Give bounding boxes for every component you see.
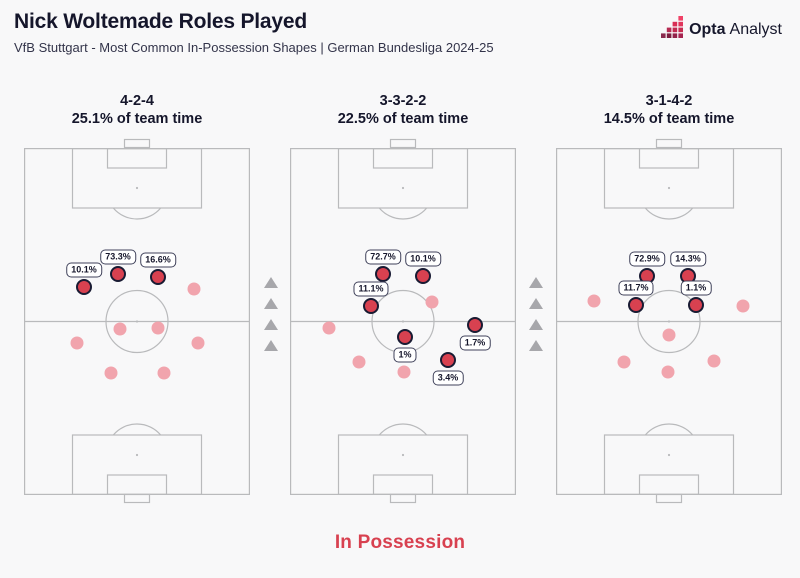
position-percentage-label: 73.3% — [100, 249, 136, 265]
woltemade-position-dot — [150, 269, 166, 285]
woltemade-position-dot — [397, 329, 413, 345]
logo-wordmark: Opta Analyst — [689, 21, 782, 39]
woltemade-position-dot — [628, 297, 644, 313]
pitch-diagram-3: 72.9% 14.3% 11.7% 1.1% — [556, 138, 783, 504]
teammate-position-dot — [397, 365, 411, 379]
position-percentage-label: 3.4% — [432, 370, 464, 386]
team-time-label: 22.5% of team time — [337, 111, 469, 127]
up-arrow-icon — [264, 277, 278, 288]
teammate-position-dot — [707, 354, 721, 368]
pitch-block-3-1-4-2: 3-1-4-2 14.5% of team time 72.9% 14.3% 11.… — [556, 92, 783, 504]
upfield-arrows-right — [529, 277, 543, 361]
position-percentage-label: 72.9% — [629, 251, 665, 267]
position-percentage-label: 16.6% — [140, 252, 176, 268]
pitch-block-3-3-2-2: 3-3-2-2 22.5% of team time 72.7% 10.1% 11.… — [290, 92, 517, 504]
position-percentage-label: 1% — [393, 347, 417, 363]
woltemade-position-dot — [76, 279, 92, 295]
pitch-lines — [556, 138, 783, 504]
position-percentage-label: 10.1% — [66, 262, 102, 278]
up-arrow-icon — [529, 298, 543, 309]
formation-label: 3-1-4-2 — [645, 93, 693, 109]
pitch-diagram-2: 72.7% 10.1% 11.1% 1% 1.7% 3.4% — [290, 138, 517, 504]
team-time-label: 14.5% of team time — [603, 111, 735, 127]
page-subtitle: VfB Stuttgart - Most Common In-Possessio… — [14, 40, 494, 55]
logo-text-opta: Opta — [689, 21, 726, 38]
woltemade-position-dot — [688, 297, 704, 313]
team-time-label: 25.1% of team time — [71, 111, 203, 127]
position-percentage-label: 11.7% — [618, 280, 654, 296]
position-percentage-label: 1.1% — [680, 280, 712, 296]
pitch-lines — [290, 138, 517, 504]
position-percentage-label: 11.1% — [353, 281, 389, 297]
pitch-header: 4-2-4 25.1% of team time — [24, 92, 250, 128]
teammate-position-dot — [104, 366, 118, 380]
opta-analyst-logo: Opta Analyst — [661, 15, 782, 45]
woltemade-position-dot — [375, 266, 391, 282]
page-title: Nick Woltemade Roles Played — [14, 10, 307, 33]
teammate-position-dot — [187, 282, 201, 296]
upfield-arrows-left — [264, 277, 278, 361]
position-percentage-label: 14.3% — [670, 251, 706, 267]
formation-label: 4-2-4 — [120, 93, 154, 109]
pitch-header: 3-1-4-2 14.5% of team time — [556, 92, 782, 128]
teammate-position-dot — [322, 321, 336, 335]
teammate-position-dot — [157, 366, 171, 380]
teammate-position-dot — [617, 355, 631, 369]
pitch-lines — [24, 138, 251, 504]
pitch-header: 3-3-2-2 22.5% of team time — [290, 92, 516, 128]
teammate-position-dot — [736, 299, 750, 313]
teammate-position-dot — [661, 365, 675, 379]
woltemade-position-dot — [415, 268, 431, 284]
teammate-position-dot — [352, 355, 366, 369]
woltemade-position-dot — [363, 298, 379, 314]
woltemade-position-dot — [467, 317, 483, 333]
teammate-position-dot — [70, 336, 84, 350]
up-arrow-icon — [264, 319, 278, 330]
position-percentage-label: 10.1% — [405, 251, 441, 267]
woltemade-position-dot — [110, 266, 126, 282]
up-arrow-icon — [264, 340, 278, 351]
teammate-position-dot — [151, 321, 165, 335]
opta-squares-icon — [661, 15, 684, 45]
pitch-block-4-2-4: 4-2-4 25.1% of team time 10.1% 73.3% 16.6% — [24, 92, 251, 504]
teammate-position-dot — [587, 294, 601, 308]
pitch-diagram-1: 10.1% 73.3% 16.6% — [24, 138, 251, 504]
up-arrow-icon — [529, 319, 543, 330]
woltemade-position-dot — [440, 352, 456, 368]
teammate-position-dot — [191, 336, 205, 350]
formation-label: 3-3-2-2 — [379, 93, 427, 109]
up-arrow-icon — [529, 277, 543, 288]
up-arrow-icon — [529, 340, 543, 351]
logo-text-analyst: Analyst — [729, 21, 782, 38]
teammate-position-dot — [662, 328, 676, 342]
position-percentage-label: 72.7% — [365, 249, 401, 265]
teammate-position-dot — [113, 322, 127, 336]
teammate-position-dot — [425, 295, 439, 309]
chart-header: Nick Woltemade Roles Played VfB Stuttgar… — [14, 10, 494, 55]
in-possession-label: In Possession — [334, 532, 466, 553]
position-percentage-label: 1.7% — [459, 335, 491, 351]
up-arrow-icon — [264, 298, 278, 309]
